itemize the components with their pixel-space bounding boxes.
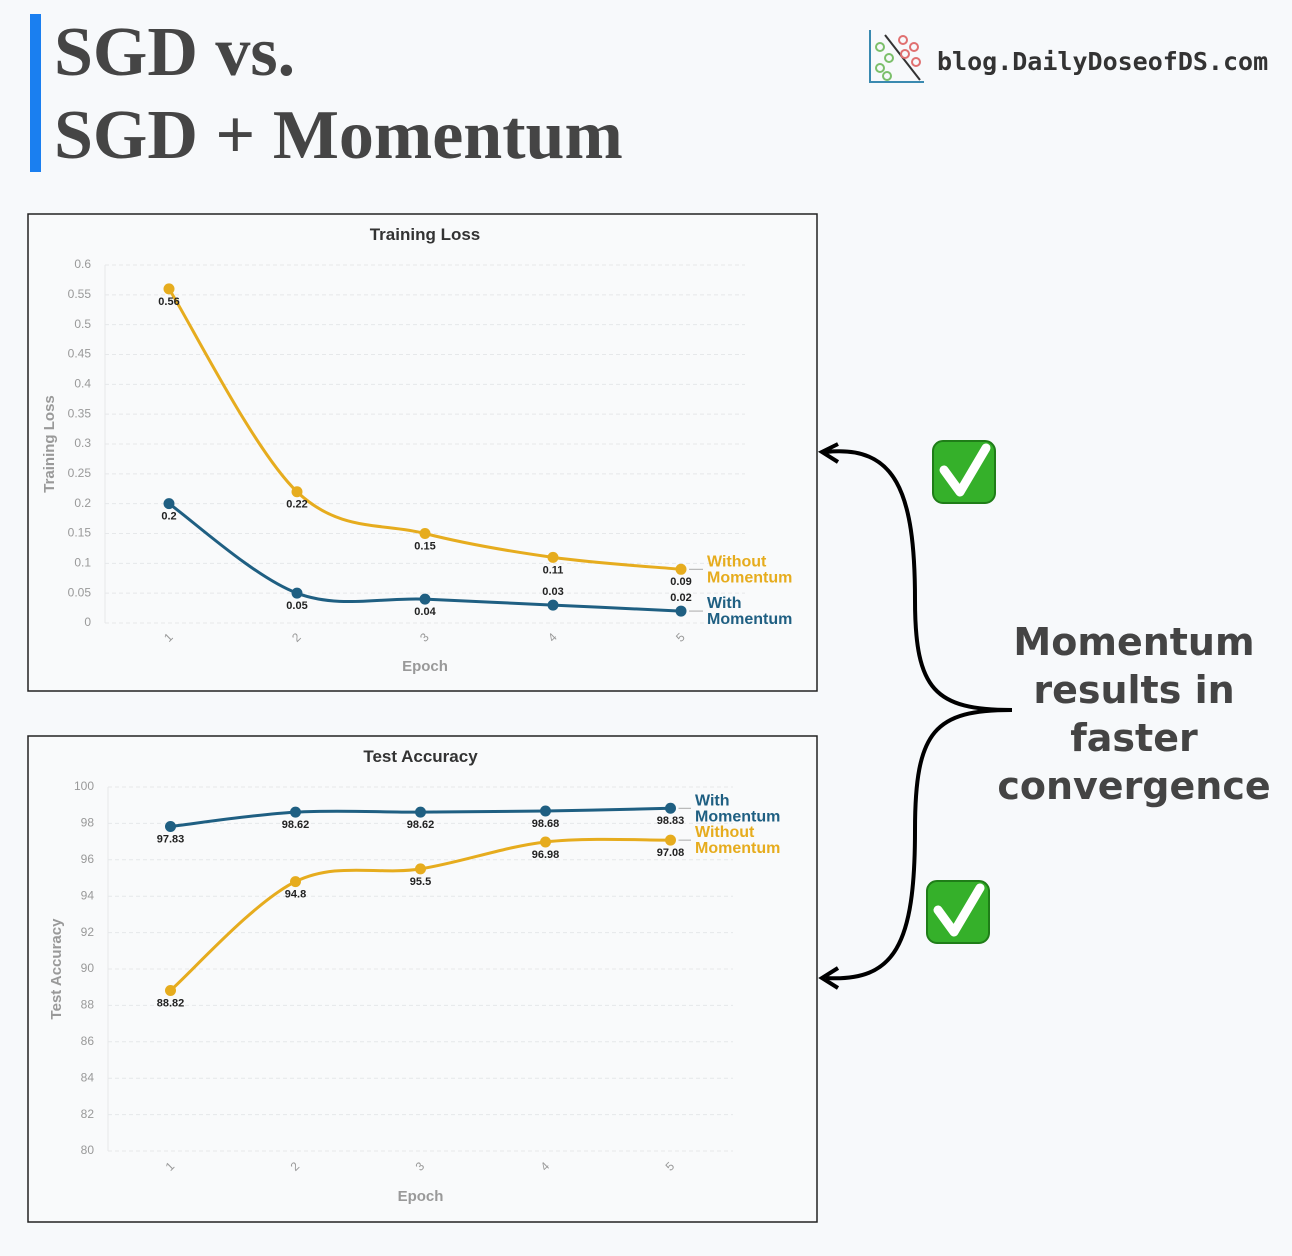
point — [547, 599, 559, 611]
y-tick-label: 90 — [81, 961, 95, 975]
point — [419, 593, 431, 605]
data-label: 0.03 — [542, 586, 563, 598]
legend-word: Without — [695, 824, 755, 841]
point — [675, 563, 687, 575]
legend-word: With — [707, 595, 742, 612]
y-tick-label: 98 — [81, 816, 95, 830]
y-tick-label: 82 — [81, 1107, 95, 1121]
x-axis-label: Epoch — [398, 1188, 444, 1205]
point — [540, 836, 551, 848]
title-bar — [30, 14, 41, 172]
chart-title: Training Loss — [370, 225, 481, 244]
point — [665, 834, 676, 846]
brand-logo — [869, 30, 924, 83]
point — [415, 806, 426, 818]
brand: blog.DailyDoseofDS.com — [937, 47, 1268, 76]
point — [415, 863, 426, 875]
y-tick-label: 0.15 — [68, 526, 92, 540]
data-label: 88.82 — [157, 997, 185, 1009]
y-tick-label: 0.45 — [68, 347, 92, 361]
check-icon — [932, 440, 996, 504]
data-label: 0.22 — [286, 499, 307, 511]
point — [165, 984, 176, 996]
point — [290, 806, 301, 818]
y-tick-label: 0.6 — [74, 257, 91, 271]
point — [675, 605, 687, 617]
y-tick-label: 94 — [81, 888, 95, 902]
y-tick-label: 92 — [81, 925, 95, 939]
y-tick-label: 0 — [84, 615, 91, 629]
y-tick-label: 0.3 — [74, 436, 91, 450]
y-axis-label: Test Accuracy — [48, 918, 65, 1020]
y-axis-label: Training Loss — [41, 395, 58, 493]
point — [163, 283, 175, 295]
annotation-line: Momentum — [1013, 620, 1254, 664]
legend-entry: With Momentum — [707, 595, 792, 628]
line — [167, 288, 682, 571]
x-axis-label: Epoch — [402, 658, 448, 675]
data-label: 0.2 — [161, 511, 176, 523]
data-label: 0.11 — [543, 564, 564, 576]
data-label: 95.5 — [410, 876, 431, 888]
point — [291, 486, 303, 498]
data-label: 98.62 — [282, 819, 310, 831]
point — [419, 528, 431, 539]
data-label: 0.02 — [670, 592, 691, 604]
data-label: 98.83 — [657, 815, 685, 827]
y-tick-label: 80 — [81, 1143, 95, 1157]
annotation-line: results in — [1033, 668, 1234, 712]
point — [165, 820, 176, 832]
y-tick-label: 0.25 — [68, 466, 92, 480]
legend-word: Momentum — [695, 808, 780, 825]
point — [540, 805, 551, 817]
title-line: SGD + Momentum — [54, 97, 623, 174]
data-label: 0.09 — [670, 576, 691, 588]
y-tick-label: 96 — [81, 852, 95, 866]
chart-title: Test Accuracy — [363, 747, 478, 766]
legend-word: Without — [707, 553, 767, 570]
data-label: 94.8 — [285, 889, 306, 901]
annotation: Momentum results in faster convergence — [997, 620, 1270, 808]
y-tick-label: 0.1 — [74, 556, 91, 570]
title-line: SGD vs. — [54, 14, 295, 91]
data-label: 97.08 — [657, 847, 685, 859]
legend-entry: With Momentum — [695, 792, 780, 825]
y-tick-label: 0.4 — [74, 377, 91, 391]
y-tick-label: 0.05 — [68, 585, 92, 599]
legend-word: Momentum — [695, 840, 780, 857]
legend-word: With — [695, 792, 730, 809]
point — [665, 802, 676, 814]
y-tick-label: 0.5 — [74, 317, 91, 331]
chart-frame — [27, 213, 818, 692]
data-label: 98.68 — [532, 818, 560, 830]
point — [547, 551, 559, 563]
point — [290, 876, 301, 888]
brace-arrow — [817, 442, 1013, 990]
y-tick-label: 86 — [81, 1034, 95, 1048]
legend-word: Momentum — [707, 569, 792, 586]
y-tick-label: 0.55 — [68, 287, 92, 301]
point — [163, 498, 175, 510]
y-tick-label: 88 — [81, 998, 95, 1012]
data-label: 0.56 — [158, 296, 179, 308]
data-label: 96.98 — [532, 849, 560, 861]
annotation-line: faster — [1070, 716, 1198, 760]
data-label: 98.62 — [407, 819, 435, 831]
data-label: 97.83 — [157, 833, 185, 845]
data-label: 0.04 — [414, 606, 436, 618]
data-label: 0.15 — [414, 540, 435, 552]
y-tick-label: 84 — [81, 1070, 95, 1084]
y-tick-label: 0.35 — [68, 406, 92, 420]
y-tick-label: 100 — [74, 779, 94, 793]
point — [291, 587, 303, 599]
annotation-line: convergence — [997, 764, 1270, 808]
legend-entry: Without Momentum — [707, 553, 792, 586]
y-tick-label: 0.2 — [74, 496, 91, 510]
check-icon — [926, 880, 990, 944]
data-label: 0.05 — [286, 600, 307, 612]
legend-entry: Without Momentum — [695, 824, 780, 857]
legend-word: Momentum — [707, 611, 792, 628]
